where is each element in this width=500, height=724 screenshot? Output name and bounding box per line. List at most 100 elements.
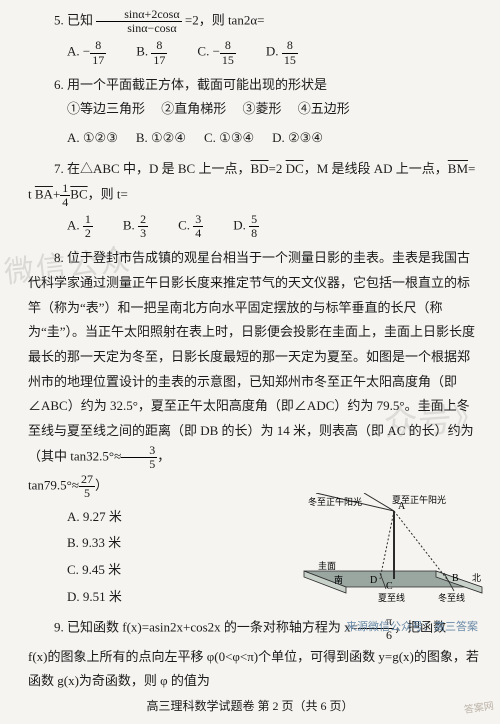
- label: C.: [178, 218, 193, 233]
- numer: 8: [282, 39, 298, 53]
- numer: 5: [249, 213, 259, 227]
- denom: 2: [83, 227, 93, 240]
- label-winter-line: 冬至线: [438, 592, 465, 603]
- text: ，M 是线段 AD 上一点，: [304, 161, 448, 176]
- label-south: 南: [334, 574, 343, 585]
- q7-stem: 7. 在△ABC 中，D 是 BC 上一点，BD=2 DC，M 是线段 AD 上…: [28, 157, 482, 182]
- summer-ray: [364, 493, 394, 511]
- option-a: A. ①②③: [67, 126, 118, 151]
- question-7: 7. 在△ABC 中，D 是 BC 上一点，BD=2 DC，M 是线段 AD 上…: [28, 157, 482, 240]
- label-winter-sun: 冬至正午阳光: [308, 496, 362, 507]
- denom: 17: [90, 54, 106, 67]
- item-3: ③菱形: [243, 101, 282, 116]
- item-2: ②直角梯形: [161, 101, 226, 116]
- numer: 3: [193, 213, 203, 227]
- label: D.: [266, 44, 282, 59]
- numer: 1: [83, 213, 93, 227]
- fraction: 14: [60, 182, 70, 209]
- fraction: 815: [220, 39, 236, 66]
- fraction: 12: [83, 213, 93, 240]
- vector-bd: BD: [250, 161, 268, 176]
- text: t: [28, 186, 35, 201]
- fraction: 275: [79, 473, 95, 500]
- q7-line2: t BA+14BC，则 t=: [28, 182, 482, 209]
- gui-biao-diagram: A B C D 夏至正午阳光 冬至正午阳光 圭面 南 北 夏至线 冬至线: [286, 493, 486, 603]
- item-4: ④五边形: [298, 101, 350, 116]
- source-credit: 来源微信公众号：高三答案: [346, 617, 478, 638]
- q8-paragraph: 8. 位于登封市告成镇的观星台相当于一个测量日影的圭表。圭表是我国古代科学家通过…: [28, 246, 482, 471]
- text: 8. 位于登封市告成镇的观星台相当于一个测量日影的圭表。圭表是我国古代科学家通过…: [28, 250, 475, 463]
- option-b: B. 817: [136, 39, 167, 66]
- option-d: D. 58: [233, 213, 259, 240]
- item-1: ①等边三角形: [67, 101, 145, 116]
- q9-line2: f(x)的图象上所有的点向左平移 φ(0<φ<π)个单位，可得到函数 y=g(x…: [28, 645, 482, 694]
- label: A.: [67, 218, 83, 233]
- denom: 4: [193, 227, 203, 240]
- text: =: [468, 161, 475, 176]
- question-6: 6. 用一个平面截正方体，截面可能出现的形状是 ①等边三角形 ②直角梯形 ③菱形…: [28, 73, 482, 151]
- denom: 3: [138, 227, 148, 240]
- label: D.: [233, 218, 249, 233]
- text: +: [53, 186, 60, 201]
- q6-items: ①等边三角形 ②直角梯形 ③菱形 ④五边形: [28, 97, 482, 122]
- question-8: 8. 位于登封市告成镇的观星台相当于一个测量日影的圭表。圭表是我国古代科学家通过…: [28, 246, 482, 609]
- denom: 15: [282, 54, 298, 67]
- option-d: D. ②③④: [272, 126, 323, 151]
- label-gui: 圭面: [318, 560, 336, 571]
- option-b: B. 23: [123, 213, 148, 240]
- label-summer-sun: 夏至正午阳光: [392, 494, 446, 505]
- q6-stem: 6. 用一个平面截正方体，截面可能出现的形状是: [28, 73, 482, 98]
- text: 7. 在△ABC 中，D 是 BC 上一点，: [54, 161, 250, 176]
- text: =2: [269, 161, 286, 176]
- q7-options: A. 12 B. 23 C. 34 D. 58: [28, 213, 482, 240]
- text: ，: [157, 448, 170, 463]
- text: ，则 t=: [88, 186, 128, 201]
- text: =2，则 tan2α=: [185, 13, 265, 28]
- label-summer-line: 夏至线: [378, 592, 405, 603]
- denom: sinα−cosα: [96, 22, 181, 35]
- label-c: C: [386, 581, 393, 592]
- option-c: C. −815: [197, 39, 236, 66]
- option-a: A. 12: [67, 213, 93, 240]
- vector-ba: BA: [35, 186, 53, 201]
- fraction: sinα+2cosα sinα−cosα: [96, 8, 181, 35]
- q5-stem: 5. 已知 sinα+2cosα sinα−cosα =2，则 tan2α=: [28, 8, 482, 35]
- denom: 15: [220, 54, 236, 67]
- text: ）: [95, 478, 108, 493]
- numer: 2: [138, 213, 148, 227]
- summer-shadow: [380, 511, 394, 579]
- fraction: 815: [282, 39, 298, 66]
- denom: 5: [121, 458, 157, 471]
- numer: 27: [79, 473, 95, 487]
- label: A. −: [67, 44, 90, 59]
- denom: 17: [151, 54, 167, 67]
- denom: 4: [60, 196, 70, 209]
- option-d: D. 815: [266, 39, 298, 66]
- fraction: 817: [90, 39, 106, 66]
- option-a: A. −817: [67, 39, 106, 66]
- option-c: C. 34: [178, 213, 203, 240]
- label-north: 北: [472, 573, 481, 583]
- q6-options: A. ①②③ B. ①②④ C. ①③④ D. ②③④: [28, 126, 482, 151]
- numer: 8: [151, 39, 167, 53]
- label: C. −: [197, 44, 220, 59]
- fraction: 58: [249, 213, 259, 240]
- fraction: 23: [138, 213, 148, 240]
- numer: 3: [121, 444, 157, 458]
- label: B.: [136, 44, 151, 59]
- question-5: 5. 已知 sinα+2cosα sinα−cosα =2，则 tan2α= A…: [28, 8, 482, 67]
- numer: 1: [60, 182, 70, 196]
- label: B.: [123, 218, 138, 233]
- numer: 8: [90, 39, 106, 53]
- numer: 8: [220, 39, 236, 53]
- q5-options: A. −817 B. 817 C. −815 D. 815: [28, 39, 482, 66]
- vector-bc: BC: [70, 186, 87, 201]
- fraction: 35: [121, 444, 157, 471]
- text: 9. 已知函数 f(x)=asin2x+cos2x 的一条对称轴方程为 x=: [54, 620, 358, 635]
- denom: 5: [79, 487, 95, 500]
- option-b: B. ①②④: [136, 126, 186, 151]
- label-d: D: [370, 575, 377, 586]
- denom: 8: [249, 227, 259, 240]
- option-c: C. ①③④: [204, 126, 254, 151]
- vector-bm: BM: [448, 161, 468, 176]
